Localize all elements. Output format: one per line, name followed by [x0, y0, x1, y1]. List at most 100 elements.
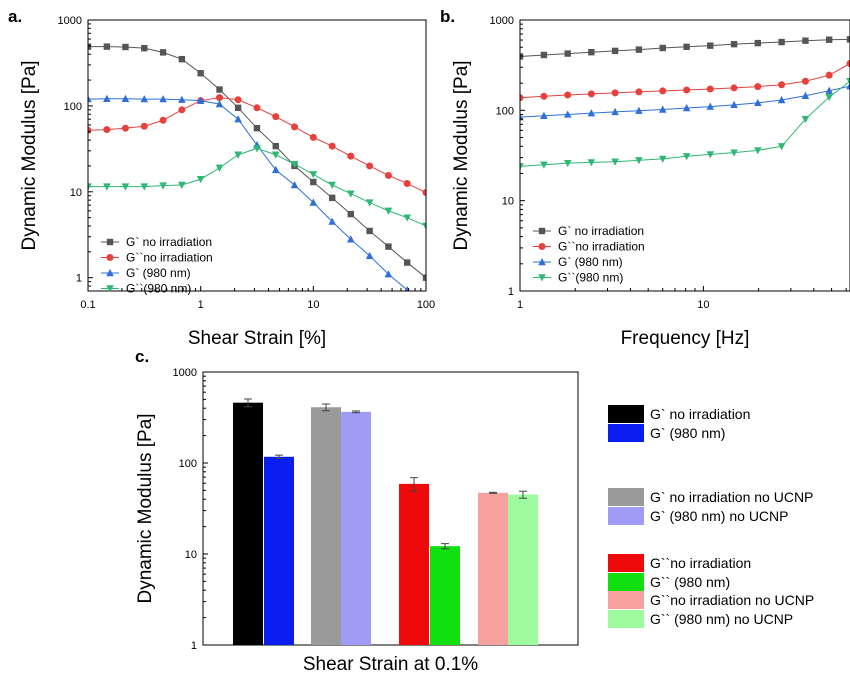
legend-label: G``(980 nm) [126, 282, 191, 296]
data-point [846, 78, 850, 86]
y-tick-label: 1000 [490, 15, 514, 27]
data-point [347, 210, 354, 218]
data-point [290, 160, 299, 169]
data-point [271, 165, 280, 174]
data-point [564, 50, 571, 57]
data-point [611, 158, 619, 166]
data-point [635, 106, 643, 114]
series-line [88, 147, 426, 227]
data-point [197, 70, 204, 77]
data-point [346, 190, 355, 198]
data-point [365, 251, 374, 259]
legend-label: G``no irradiation [558, 240, 645, 254]
data-point [707, 42, 714, 49]
data-point [159, 95, 167, 103]
plot-frame [202, 371, 579, 646]
y-tick-label: 100 [179, 458, 197, 470]
data-point [347, 152, 355, 160]
x-tick-label: 1 [198, 299, 204, 311]
data-point [682, 153, 691, 161]
data-point [384, 270, 393, 278]
data-point [754, 39, 762, 47]
x-axis-label: Shear Strain at 0.1% [303, 654, 478, 674]
data-point [178, 106, 186, 114]
chart-panel-c: c. 1 10 100 1000 Shear Strain at 0.1% Dynamic … [135, 347, 814, 674]
data-point [422, 274, 426, 281]
y-tick-label: 1 [508, 286, 514, 298]
data-point [88, 183, 92, 191]
y-axis-label: Dynamic Modulus [Pa] [451, 60, 472, 250]
data-point [384, 171, 392, 179]
legend-label: G` no irradiation no UCNP [650, 489, 813, 505]
chart-panel-a: a. 1 10 100 1000 0.1 1 10 100 G` no irradiation G`… [8, 7, 435, 349]
panel-letter: c. [135, 347, 149, 366]
data-point [384, 207, 393, 215]
data-point [825, 36, 833, 43]
data-point [683, 43, 690, 51]
data-point [291, 123, 299, 131]
data-point [140, 122, 148, 130]
data-point [563, 159, 572, 168]
data-point [253, 145, 261, 153]
legend-swatch [608, 405, 644, 423]
legend-label: G` no irradiation [650, 406, 750, 422]
x-tick-label: 10 [697, 299, 709, 311]
data-point [178, 95, 186, 103]
data-point [366, 227, 373, 235]
data-point [404, 285, 410, 291]
data-point [403, 179, 411, 187]
data-point [825, 71, 833, 79]
data-point [777, 143, 786, 151]
data-point [846, 36, 850, 43]
data-point [234, 115, 242, 123]
legend-label: G`` (980 nm) no UCNP [650, 611, 793, 627]
data-point [88, 43, 92, 50]
data-point [271, 151, 280, 159]
bar [341, 411, 371, 645]
data-point [216, 86, 223, 93]
data-point [328, 194, 336, 202]
data-point [825, 86, 833, 94]
legend-label: G` no irradiation [126, 235, 212, 249]
data-point [309, 198, 318, 206]
data-point [778, 81, 786, 89]
legend-marker [538, 243, 546, 250]
data-point [801, 91, 810, 99]
y-tick-label: 1 [76, 273, 82, 285]
legend-swatch [608, 573, 644, 591]
data-point [754, 147, 762, 155]
data-point [103, 126, 111, 134]
data-point [846, 82, 850, 90]
data-point [588, 49, 595, 56]
data-point [272, 113, 280, 121]
legend-label: G``no irradiation [126, 251, 213, 265]
legend-label: G` (980 nm) no UCNP [650, 508, 788, 524]
data-point [778, 38, 785, 46]
data-point [121, 124, 129, 132]
data-point [730, 40, 738, 48]
data-point [103, 43, 111, 50]
panel-letter: a. [8, 7, 22, 26]
y-axis-label: Dynamic Modulus [Pa] [19, 60, 40, 250]
data-point [141, 44, 148, 52]
data-point [730, 84, 738, 92]
data-point [706, 85, 714, 93]
x-axis-label: Frequency [Hz] [621, 328, 750, 349]
legend-label: G` (980 nm) [558, 255, 623, 269]
data-point [234, 151, 242, 159]
data-point [683, 86, 691, 94]
data-point [611, 107, 619, 116]
data-point [777, 96, 786, 104]
y-tick-label: 10 [70, 187, 82, 199]
legend-marker [538, 227, 546, 235]
data-point [309, 133, 317, 141]
data-point [366, 162, 374, 170]
data-point [846, 59, 850, 67]
data-point [540, 92, 548, 100]
bar [311, 407, 341, 645]
data-point [140, 183, 149, 191]
legend-swatch [608, 507, 644, 525]
data-point [159, 182, 167, 190]
data-point [328, 217, 336, 225]
